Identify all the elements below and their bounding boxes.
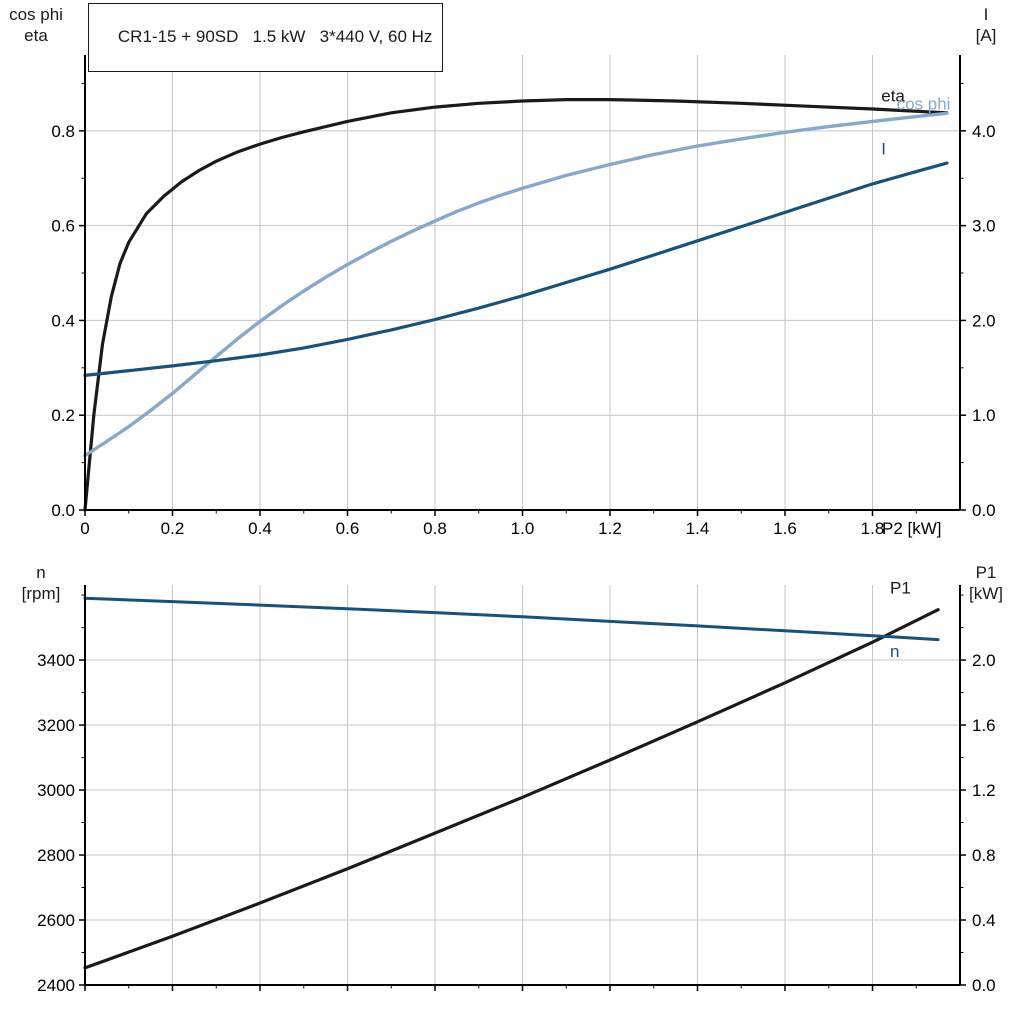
left-tick-label: 3200 <box>37 716 75 735</box>
p1-axis-header-line2: [kW] <box>969 584 1003 603</box>
curve-label-P1: P1 <box>890 578 911 597</box>
x-tick-label: 0.8 <box>423 519 447 538</box>
rpm-axis-header-line2: [rpm] <box>21 584 61 603</box>
bottom-right-axis-header: P1 [kW] <box>958 562 1014 604</box>
right-tick-label: 0.0 <box>972 501 996 520</box>
x-tick-label: 0.4 <box>248 519 272 538</box>
x-tick-label: 1.8 <box>861 519 885 538</box>
left-tick-label: 2800 <box>37 846 75 865</box>
bottom-left-axis-header: n [rpm] <box>10 562 72 604</box>
right-tick-label: 0.0 <box>972 976 996 995</box>
curve-P1 <box>83 608 940 970</box>
right-tick-label: 2.0 <box>972 651 996 670</box>
left-tick-label: 0.2 <box>51 406 75 425</box>
rpm-axis-header-line1: n <box>36 563 46 582</box>
curve-label-cos_phi: cos phi <box>897 95 951 114</box>
x-tick-label: 0.2 <box>161 519 185 538</box>
right-tick-label: 1.6 <box>972 716 996 735</box>
left-tick-label: 3400 <box>37 651 75 670</box>
curve-I <box>83 161 949 377</box>
curve-label-n: n <box>890 642 899 661</box>
curve-label-I: I <box>881 140 886 159</box>
p1-axis-header-line1: P1 <box>975 563 997 582</box>
x-tick-label: 0.6 <box>336 519 360 538</box>
left-tick-label: 0.4 <box>51 311 75 330</box>
top-left-axis-header: cos phi eta <box>2 4 70 46</box>
curve-n <box>83 596 940 642</box>
chart-title-box: CR1-15 + 90SD 1.5 kW 3*440 V, 60 Hz <box>88 3 444 72</box>
x-tick-label: 1.4 <box>686 519 710 538</box>
left-tick-label: 0.8 <box>51 122 75 141</box>
x-tick-label: 0 <box>80 519 89 538</box>
right-tick-label: 2.0 <box>972 311 996 330</box>
x-tick-label: 1.2 <box>598 519 622 538</box>
right-tick-label: 0.8 <box>972 846 996 865</box>
x-tick-label: 1.0 <box>511 519 535 538</box>
left-tick-label: 2400 <box>37 976 75 995</box>
top-right-axis-header: I [A] <box>958 4 1014 46</box>
right-tick-label: 1.2 <box>972 781 996 800</box>
x-tick-label: 1.6 <box>773 519 797 538</box>
x-axis-label: P2 [kW] <box>882 519 942 538</box>
right-axis-header-line2: [A] <box>975 26 997 45</box>
right-tick-label: 4.0 <box>972 122 996 141</box>
chart-title: CR1-15 + 90SD 1.5 kW 3*440 V, 60 Hz <box>117 27 433 46</box>
right-tick-label: 1.0 <box>972 406 996 425</box>
left-tick-label: 0.0 <box>51 501 75 520</box>
left-axis-header-line1: cos phi <box>9 5 63 24</box>
left-tick-label: 3000 <box>37 781 75 800</box>
right-tick-label: 0.4 <box>972 911 996 930</box>
curve-eta <box>83 97 949 512</box>
right-axis-header-line1: I <box>983 5 989 24</box>
left-tick-label: 0.6 <box>51 217 75 236</box>
right-tick-label: 3.0 <box>972 217 996 236</box>
curve-label-eta: eta <box>881 86 905 105</box>
left-axis-header-line2: eta <box>24 26 48 45</box>
curve-cos_phi <box>83 111 949 458</box>
left-tick-label: 2600 <box>37 911 75 930</box>
